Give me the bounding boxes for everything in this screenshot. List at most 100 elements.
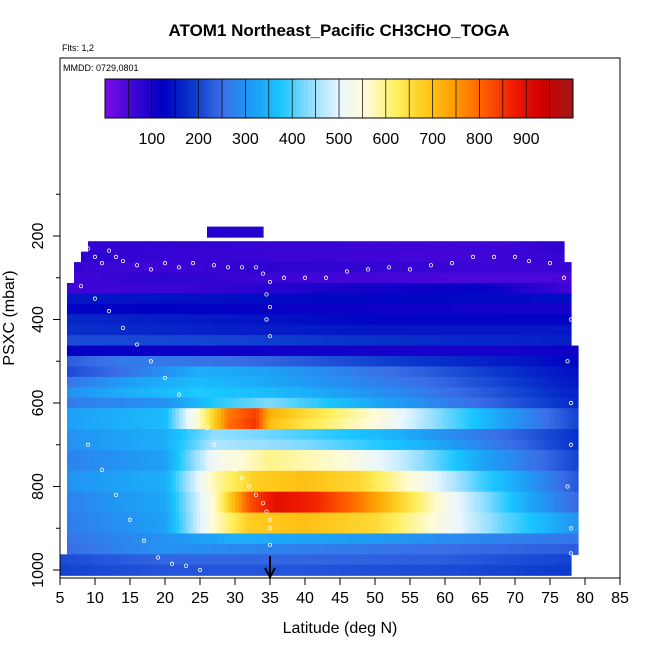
heatmap-cell	[357, 470, 362, 482]
heatmap-cell	[294, 314, 299, 326]
heatmap-cell	[270, 376, 275, 388]
heatmap-cell	[336, 543, 341, 555]
heatmap-cell	[525, 262, 530, 274]
heatmap-cell	[333, 408, 338, 420]
heatmap-cell	[84, 408, 89, 420]
heatmap-cell	[158, 314, 163, 326]
heatmap-cell	[448, 449, 453, 462]
heatmap-cell	[452, 356, 457, 368]
heatmap-cell	[116, 303, 121, 315]
heatmap-cell	[193, 439, 198, 451]
heatmap-cell	[224, 335, 229, 347]
heatmap-cell	[462, 470, 467, 482]
heatmap-cell	[462, 554, 467, 566]
heatmap-cell	[109, 512, 114, 524]
sample-point	[246, 484, 252, 489]
heatmap-cell	[385, 366, 390, 378]
heatmap-cell	[504, 345, 509, 357]
heatmap-cell	[347, 523, 352, 535]
heatmap-cell	[189, 533, 194, 545]
heatmap-cell	[406, 543, 411, 555]
heatmap-cell	[532, 272, 537, 284]
heatmap-cell	[249, 429, 254, 441]
heatmap-cell	[193, 397, 198, 409]
heatmap-cell	[217, 439, 222, 451]
heatmap-cell	[385, 282, 390, 295]
heatmap-cell	[116, 324, 121, 336]
heatmap-cell	[165, 356, 170, 368]
heatmap-cell	[102, 502, 107, 514]
heatmap-cell	[455, 554, 460, 566]
heatmap-cell	[252, 376, 257, 388]
heatmap-cell	[245, 470, 250, 482]
heatmap-cell	[252, 314, 257, 326]
heatmap-cell	[228, 449, 233, 462]
heatmap-cell	[217, 523, 222, 535]
heatmap-cell	[186, 481, 191, 493]
heatmap-cell	[333, 502, 338, 514]
heatmap-cell	[273, 366, 278, 378]
heatmap-cell	[172, 564, 177, 576]
heatmap-cell	[382, 439, 387, 451]
heatmap-cell	[539, 335, 544, 347]
heatmap-cell	[427, 241, 432, 253]
heatmap-cell	[536, 366, 541, 378]
heatmap-cell	[228, 481, 233, 493]
heatmap-cell	[228, 439, 233, 451]
heatmap-cell	[487, 303, 492, 315]
heatmap-cell	[511, 272, 516, 284]
heatmap-cell	[466, 356, 471, 368]
heatmap-cell	[242, 439, 247, 451]
heatmap-cell	[287, 376, 292, 388]
heatmap-cell	[403, 564, 408, 576]
heatmap-cell	[165, 460, 170, 472]
heatmap-cell	[168, 303, 173, 315]
heatmap-cell	[553, 241, 558, 253]
heatmap-cell	[557, 449, 562, 462]
heatmap-cell	[497, 554, 502, 566]
heatmap-cell	[263, 345, 268, 357]
heatmap-cell	[438, 512, 443, 524]
heatmap-cell	[81, 523, 86, 535]
heatmap-cell	[571, 345, 576, 357]
heatmap-cell	[217, 272, 222, 284]
heatmap-cell	[357, 481, 362, 493]
heatmap-cell	[399, 366, 404, 378]
heatmap-cell	[354, 460, 359, 472]
heatmap-cell	[574, 366, 579, 378]
heatmap-cell	[476, 408, 481, 420]
heatmap-cell	[361, 282, 366, 295]
heatmap-cell	[518, 429, 523, 441]
heatmap-cell	[77, 356, 82, 368]
heatmap-cell	[172, 387, 177, 399]
heatmap-cell	[126, 376, 131, 388]
heatmap-cell	[207, 251, 212, 263]
heatmap-cell	[522, 241, 527, 253]
heatmap-cell	[550, 366, 555, 378]
heatmap-cell	[144, 439, 149, 451]
heatmap-cell	[102, 293, 107, 305]
heatmap-cell	[109, 470, 114, 482]
heatmap-cell	[238, 226, 243, 238]
heatmap-cell	[564, 408, 569, 420]
heatmap-cell	[196, 282, 201, 295]
heatmap-cell	[490, 429, 495, 441]
heatmap-cell	[175, 481, 180, 493]
heatmap-cell	[462, 282, 467, 295]
heatmap-cell	[214, 564, 219, 576]
heatmap-cell	[242, 366, 247, 378]
heatmap-cell	[207, 439, 212, 451]
heatmap-cell	[445, 439, 450, 451]
heatmap-cell	[175, 272, 180, 284]
heatmap-cell	[256, 533, 261, 545]
heatmap-cell	[147, 460, 152, 472]
heatmap-cell	[532, 481, 537, 493]
heatmap-cell	[466, 262, 471, 274]
heatmap-cell	[350, 366, 355, 378]
heatmap-cell	[284, 356, 289, 368]
heatmap-cell	[182, 282, 187, 295]
heatmap-cell	[179, 324, 184, 336]
heatmap-cell	[154, 502, 159, 514]
heatmap-cell	[403, 512, 408, 524]
heatmap-cell	[305, 335, 310, 347]
